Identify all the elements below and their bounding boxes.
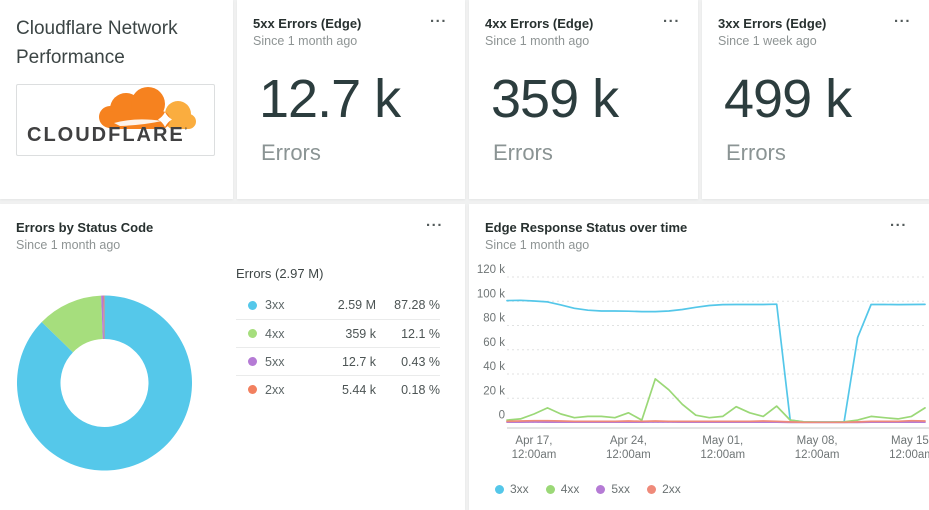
series-line-4xx: [506, 378, 926, 423]
pie-legend-row-2xx: 2xx 5.44 k 0.18 %: [236, 375, 440, 403]
y-axis-tick: 60 k: [483, 337, 505, 349]
donut-slice-4xx: [41, 295, 103, 353]
series-color-dot: [545, 484, 555, 494]
pie-legend-table: Errors (2.97 M) 3xx 2.59 M 87.28 % 4xx 3…: [236, 266, 440, 403]
chart-timerange: Since 1 month ago: [485, 238, 590, 252]
y-axis-tick: 80 k: [483, 313, 505, 325]
kpi-card-4xx: 4xx Errors (Edge) Since 1 month ago ... …: [469, 0, 698, 199]
pie-legend-row-3xx: 3xx 2.59 M 87.28 %: [236, 291, 440, 319]
line-chart: 120 k 100 k 80 k 60 k 40 k 20 k 0 Apr 17, 12:00a…: [477, 264, 929, 461]
legend-label: 2xx: [662, 482, 681, 496]
x-axis-tick: Apr 24, 12:00am: [606, 435, 651, 461]
x-axis-tick: May 15,12:00am: [889, 435, 929, 461]
pie-legend-header: Errors (2.97 M): [236, 266, 324, 281]
errors-by-status-code-card: Errors by Status Code Since 1 month ago …: [0, 204, 465, 510]
series-line-3xx: [506, 299, 926, 423]
legend-item-5xx[interactable]: 5xx: [596, 482, 630, 496]
kpi-title: 3xx Errors (Edge): [718, 16, 827, 31]
kpi-timerange: Since 1 month ago: [485, 34, 590, 48]
line-chart-legend: 3xx 4xx 5xx 2xx: [495, 482, 681, 496]
legend-item-3xx[interactable]: 3xx: [495, 482, 529, 496]
y-axis-tick: 120 k: [477, 264, 505, 276]
series-color-dot: [248, 300, 257, 310]
x-axis-tick: May 08, 12:00am: [795, 435, 840, 461]
kpi-timerange: Since 1 week ago: [718, 34, 817, 48]
kpi-card-5xx: 5xx Errors (Edge) Since 1 month ago ... …: [237, 0, 465, 199]
pie-legend-row-5xx: 5xx 12.7 k 0.43 %: [236, 347, 440, 375]
kpi-card-3xx: 3xx Errors (Edge) Since 1 week ago ... 4…: [702, 0, 929, 199]
card-menu-button[interactable]: ...: [889, 213, 907, 230]
series-line-2xx: [506, 419, 926, 424]
y-axis-tick: 20 k: [483, 385, 505, 397]
kpi-title: 5xx Errors (Edge): [253, 16, 362, 31]
series-color-dot: [596, 484, 606, 494]
y-axis-tick: 100 k: [477, 288, 505, 300]
edge-response-status-card: Edge Response Status over time Since 1 m…: [469, 204, 929, 510]
pie-legend-row-4xx: 4xx 359 k 12.1 %: [236, 319, 440, 347]
card-menu-button[interactable]: ...: [893, 9, 911, 26]
x-axis-tick: Apr 17, 12:00am: [512, 435, 557, 461]
donut-slice-5xx: [101, 295, 104, 340]
kpi-value: 499 k: [724, 69, 852, 129]
legend-item-2xx[interactable]: 2xx: [647, 482, 681, 496]
donut-slice-3xx: [17, 295, 193, 471]
legend-label: 5xx: [611, 482, 631, 496]
cloudflare-logo: CLOUDFLARE’: [16, 84, 215, 156]
kpi-title: 4xx Errors (Edge): [485, 16, 594, 31]
y-axis-tick: 40 k: [483, 361, 505, 373]
chart-title: Edge Response Status over time: [485, 220, 688, 235]
donut-slice-2xx: [103, 295, 105, 340]
dashboard-title-card: Cloudflare Network Performance CLOUDFLAR…: [0, 0, 233, 199]
kpi-timerange: Since 1 month ago: [253, 34, 358, 48]
y-axis-tick: 0: [499, 410, 505, 422]
legend-label: 3xx: [510, 482, 529, 496]
kpi-value: 12.7 k: [259, 69, 401, 129]
card-menu-button[interactable]: ...: [662, 9, 680, 26]
kpi-unit: Errors: [261, 140, 321, 165]
legend-item-4xx[interactable]: 4xx: [545, 482, 580, 496]
card-menu-button[interactable]: ...: [429, 9, 447, 26]
series-color-dot: [248, 385, 257, 394]
donut-chart: [17, 295, 193, 471]
series-color-dot: [248, 357, 257, 366]
series-color-dot: [248, 329, 257, 338]
x-axis-tick: May 01, 12:00am: [700, 435, 745, 461]
legend-label: 4xx: [560, 482, 580, 496]
kpi-unit: Errors: [726, 140, 786, 165]
chart-title: Errors by Status Code: [16, 220, 154, 235]
kpi-value: 359 k: [491, 69, 619, 129]
chart-timerange: Since 1 month ago: [16, 238, 121, 252]
series-color-dot: [647, 484, 657, 494]
kpi-unit: Errors: [493, 140, 553, 165]
series-color-dot: [495, 484, 504, 494]
card-menu-button[interactable]: ...: [425, 213, 443, 230]
cloudflare-wordmark: CLOUDFLARE’: [27, 124, 189, 146]
cloudflare-cloud-icon: [99, 87, 196, 129]
dashboard-title: Cloudflare Network Performance: [16, 18, 178, 68]
